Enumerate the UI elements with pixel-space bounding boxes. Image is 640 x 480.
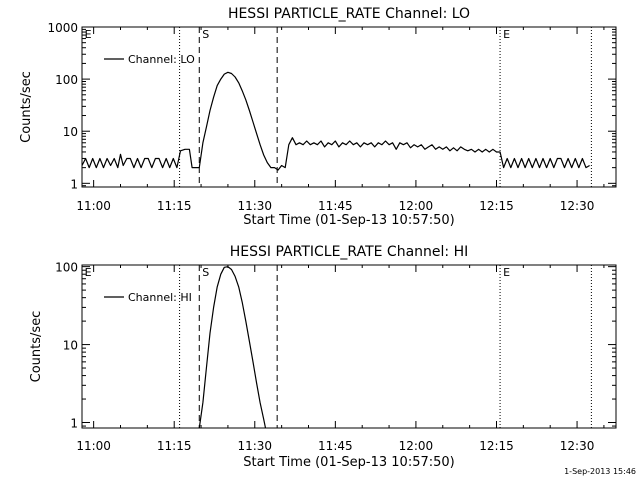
panel-1-x-tick-label: 11:30 (237, 199, 272, 213)
panel-1-y-axis-label: Counts/sec (19, 71, 34, 143)
panel-2-series-line (198, 266, 267, 429)
panel-2-x-tick-label: 12:00 (399, 439, 434, 453)
footer-timestamp: 1-Sep-2013 15:46 (564, 467, 636, 476)
panel-2-x-axis-label: Start Time (01-Sep-13 10:57:50) (243, 455, 454, 470)
panel-1-marker-label: E (503, 28, 510, 41)
panel-1-series-line (81, 71, 590, 171)
panel-1-y-tick-label: 100 (55, 73, 78, 87)
panel-1-title: HESSI PARTICLE_RATE Channel: LO (228, 6, 470, 22)
panel-2-edge-label: E (85, 266, 92, 279)
panel-1-x-tick-label: 11:00 (76, 199, 111, 213)
panel-2-frame (81, 264, 617, 429)
panel-2-y-tick-label: 1 (70, 417, 78, 431)
panel-1-edge-label: E (85, 28, 92, 41)
panel-2-marker-label: E (503, 266, 510, 279)
panel-1-y-tick-label: 10 (63, 125, 78, 139)
panel-2-x-tick-label: 11:00 (76, 439, 111, 453)
panel-2-y-axis-label: Counts/sec (29, 311, 44, 383)
panel-1-x-tick-label: 11:45 (318, 199, 353, 213)
panel-2-x-tick-label: 12:30 (560, 439, 595, 453)
panel-2-title: HESSI PARTICLE_RATE Channel: HI (230, 244, 468, 260)
panel-2-y-tick-label: 10 (63, 339, 78, 353)
panel-2-x-tick-label: 11:45 (318, 439, 353, 453)
panel-1-x-tick-label: 12:15 (479, 199, 514, 213)
panel-1-frame (81, 26, 617, 188)
panel-1-x-axis-label: Start Time (01-Sep-13 10:57:50) (243, 213, 454, 228)
panel-2-x-tick-label: 11:30 (237, 439, 272, 453)
panel-1-y-tick-label: 1000 (47, 21, 78, 35)
panel-2-y-tick-label: 100 (55, 261, 78, 275)
panel-2-legend-label: Channel: HI (128, 291, 192, 304)
panel-2-x-tick-label: 11:15 (157, 439, 192, 453)
panel-1-x-tick-label: 12:00 (399, 199, 434, 213)
panel-2-x-tick-label: 12:15 (479, 439, 514, 453)
panel-2-marker-label: S (202, 266, 209, 279)
panel-1-x-tick-label: 12:30 (560, 199, 595, 213)
panel-1-x-tick-label: 11:15 (157, 199, 192, 213)
panel-1-marker-label: S (202, 28, 209, 41)
panel-1-y-tick-label: 1 (70, 177, 78, 191)
panel-1-legend-label: Channel: LO (128, 53, 195, 66)
